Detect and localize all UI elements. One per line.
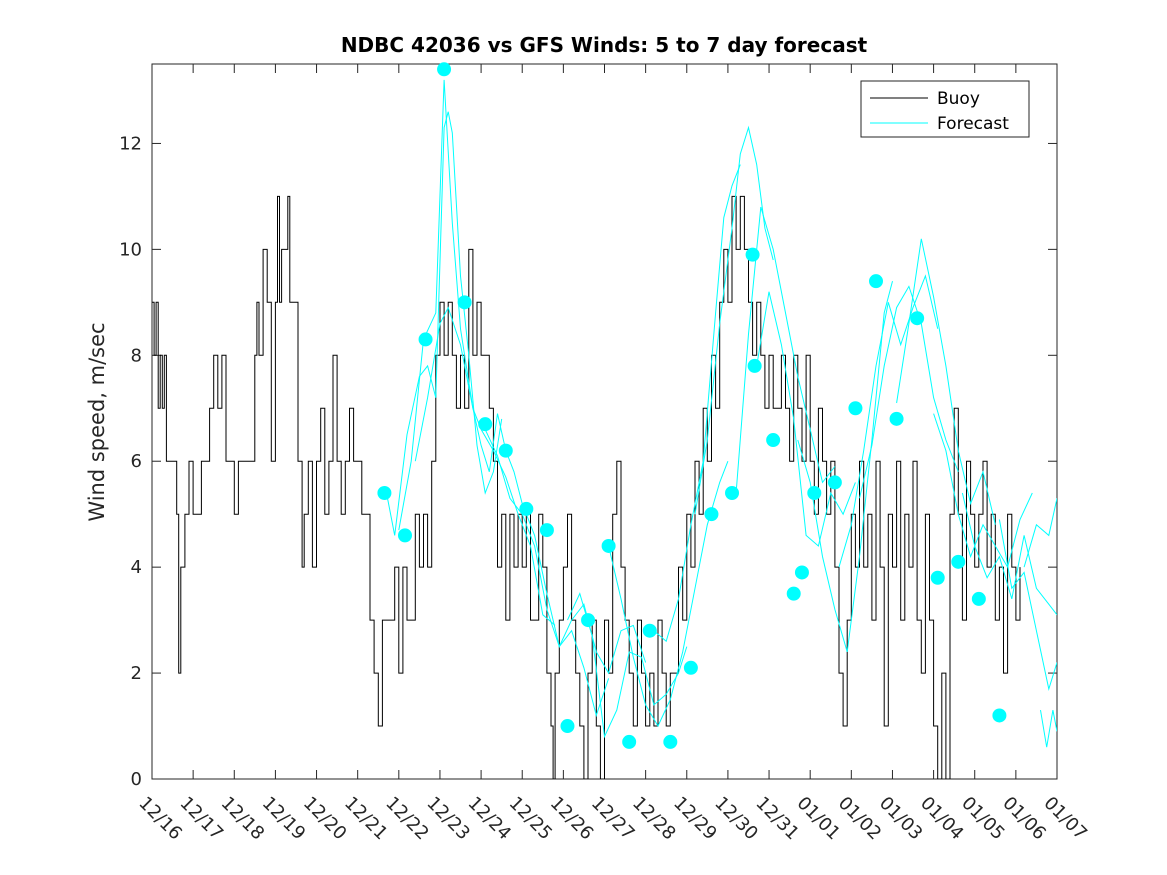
chart-title: NDBC 42036 vs GFS Winds: 5 to 7 day fore… [341, 33, 868, 57]
forecast-marker [930, 570, 945, 585]
forecast-marker [560, 719, 575, 734]
forecast-marker [910, 311, 925, 326]
y-tick-label: 4 [131, 557, 142, 578]
forecast-marker [971, 591, 986, 606]
forecast-marker [889, 411, 904, 426]
forecast-marker [725, 486, 740, 500]
forecast-marker [869, 274, 883, 289]
forecast-marker [539, 523, 554, 538]
forecast-marker [766, 433, 781, 448]
forecast-marker [827, 475, 842, 490]
forecast-marker [397, 528, 412, 543]
forecast-marker [663, 734, 678, 749]
forecast-marker [807, 486, 822, 500]
forecast-marker [498, 443, 513, 458]
forecast-line [838, 274, 939, 568]
forecast-line [896, 238, 996, 525]
y-axis-label: Wind speed, m/sec [85, 322, 109, 521]
legend-box [860, 80, 1030, 138]
forecast-marker [581, 613, 596, 628]
forecast-marker [478, 417, 493, 432]
legend-forecast-label: Forecast [937, 114, 1009, 134]
y-tick-label: 6 [131, 451, 142, 472]
forecast-line [694, 125, 774, 515]
forecast-line [961, 492, 1057, 616]
y-tick-label: 8 [131, 345, 142, 366]
forecast-marker [704, 507, 719, 522]
forecast-marker [747, 358, 762, 373]
forecast-line [386, 111, 503, 536]
forecast-line [756, 291, 856, 547]
forecast-line [933, 413, 1033, 569]
forecast-marker [457, 295, 472, 310]
forecast-marker [437, 62, 452, 77]
y-tick-label: 10 [119, 239, 142, 260]
forecast-marker [951, 554, 966, 569]
legend: Buoy Forecast [860, 80, 1030, 138]
forecast-marker [622, 734, 637, 749]
forecast-line [521, 503, 647, 675]
forecast-line [859, 285, 959, 499]
forecast-marker [794, 565, 809, 580]
forecast-line [797, 280, 893, 653]
legend-buoy-label: Buoy [937, 89, 980, 109]
forecast-marker [992, 708, 1007, 723]
y-tick-label: 2 [131, 663, 142, 684]
forecast-marker [642, 623, 657, 638]
forecast-marker [786, 586, 801, 601]
forecast-marker [745, 247, 760, 262]
forecast-marker [418, 332, 433, 347]
plot-area: 02468101212/1612/1712/1812/1912/2012/211… [119, 62, 1091, 844]
forecast-marker [519, 501, 534, 516]
forecast-marker [601, 538, 616, 553]
y-tick-label: 12 [119, 133, 142, 154]
forecast-line [735, 206, 836, 494]
forecast-line [1040, 710, 1057, 748]
forecast-marker [377, 486, 392, 500]
forecast-line [653, 164, 741, 643]
forecast-marker [848, 401, 863, 416]
y-tick-label: 0 [131, 769, 142, 790]
forecast-line [1023, 498, 1057, 568]
forecast-line [484, 429, 610, 718]
forecast-line [998, 519, 1057, 691]
forecast-marker [683, 660, 698, 675]
